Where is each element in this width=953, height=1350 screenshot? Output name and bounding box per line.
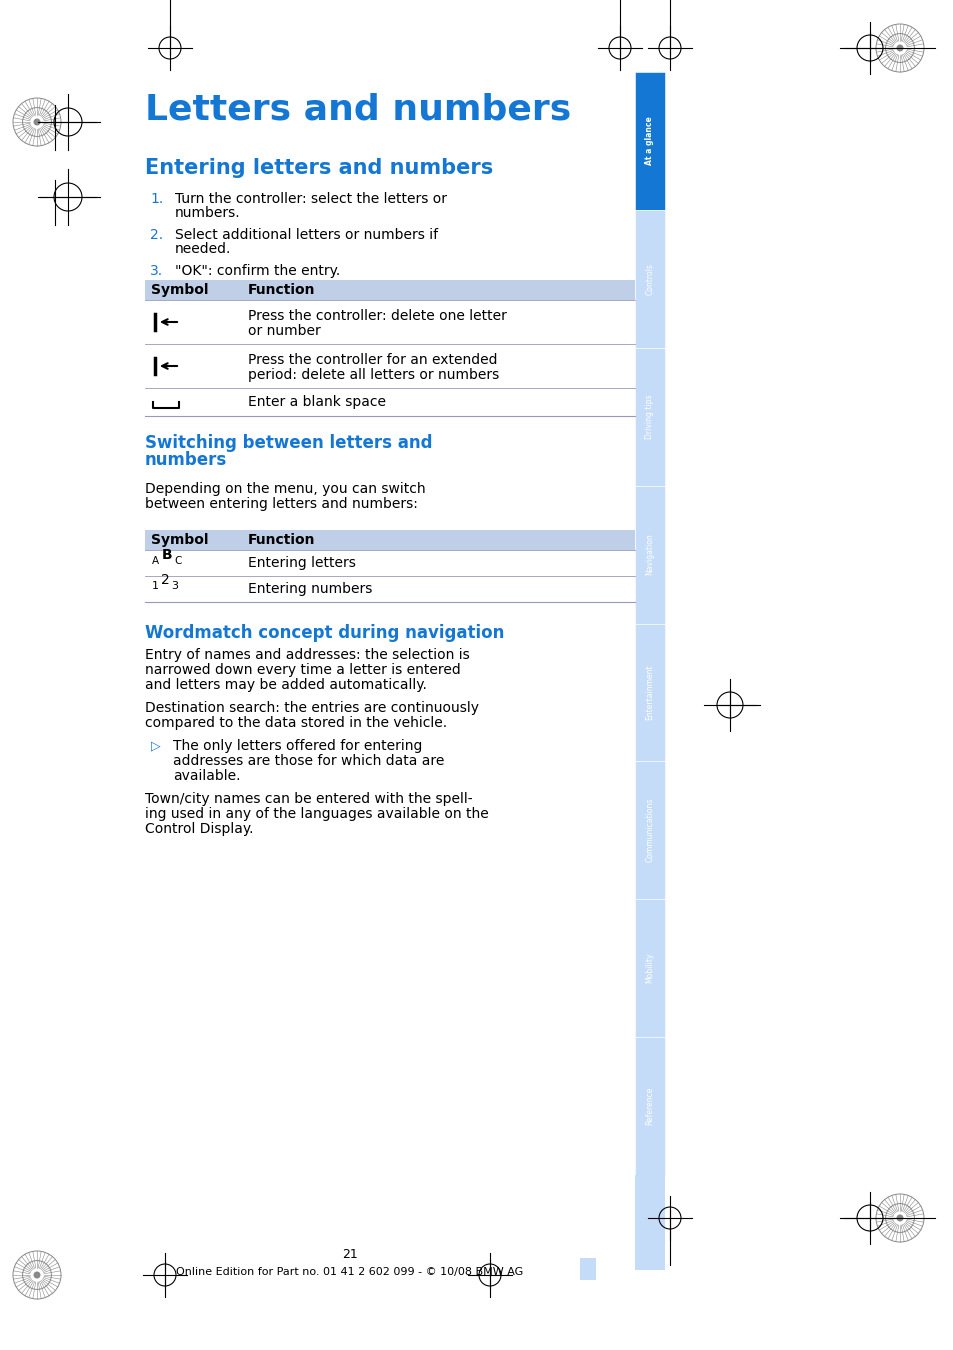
Text: Press the controller for an extended: Press the controller for an extended bbox=[248, 352, 497, 367]
Text: 3.: 3. bbox=[150, 265, 163, 278]
Text: between entering letters and numbers:: between entering letters and numbers: bbox=[145, 497, 417, 512]
Text: B: B bbox=[162, 548, 172, 562]
Text: Symbol: Symbol bbox=[151, 284, 209, 297]
Bar bbox=[635, 348, 664, 486]
Text: Turn the controller: select the letters or: Turn the controller: select the letters … bbox=[174, 192, 447, 207]
Text: narrowed down every time a letter is entered: narrowed down every time a letter is ent… bbox=[145, 663, 460, 676]
Text: Function: Function bbox=[248, 533, 315, 547]
Text: "OK": confirm the entry.: "OK": confirm the entry. bbox=[174, 265, 340, 278]
Circle shape bbox=[33, 1272, 40, 1278]
Text: Wordmatch concept during navigation: Wordmatch concept during navigation bbox=[145, 624, 504, 643]
Bar bbox=[145, 531, 635, 549]
Text: Select additional letters or numbers if: Select additional letters or numbers if bbox=[174, 228, 437, 242]
Text: At a glance: At a glance bbox=[645, 116, 654, 165]
Bar bbox=[635, 761, 664, 899]
Text: Entertainment: Entertainment bbox=[645, 664, 654, 721]
Text: period: delete all letters or numbers: period: delete all letters or numbers bbox=[248, 369, 498, 382]
Bar bbox=[635, 1037, 664, 1174]
Bar bbox=[145, 279, 635, 300]
Text: 2: 2 bbox=[161, 572, 170, 587]
Text: 3: 3 bbox=[171, 580, 178, 591]
Text: C: C bbox=[173, 556, 181, 566]
Bar bbox=[635, 624, 664, 761]
Text: Function: Function bbox=[248, 284, 315, 297]
Text: Destination search: the entries are continuously: Destination search: the entries are cont… bbox=[145, 701, 478, 716]
Text: Entering letters and numbers: Entering letters and numbers bbox=[145, 158, 493, 178]
Bar bbox=[635, 899, 664, 1037]
Text: Entry of names and addresses: the selection is: Entry of names and addresses: the select… bbox=[145, 648, 469, 662]
Text: available.: available. bbox=[172, 769, 240, 783]
Text: Mobility: Mobility bbox=[645, 953, 654, 983]
Text: Switching between letters and: Switching between letters and bbox=[145, 433, 432, 452]
Text: Entering numbers: Entering numbers bbox=[248, 582, 372, 595]
Text: Driving tips: Driving tips bbox=[645, 394, 654, 439]
Text: numbers: numbers bbox=[145, 451, 227, 468]
Text: and letters may be added automatically.: and letters may be added automatically. bbox=[145, 678, 426, 693]
Text: or number: or number bbox=[248, 324, 320, 338]
Circle shape bbox=[896, 45, 902, 51]
Text: Entering letters: Entering letters bbox=[248, 556, 355, 570]
Text: 2.: 2. bbox=[150, 228, 163, 242]
Text: 1: 1 bbox=[152, 580, 159, 591]
Text: Controls: Controls bbox=[645, 263, 654, 294]
Circle shape bbox=[896, 1215, 902, 1222]
Text: compared to the data stored in the vehicle.: compared to the data stored in the vehic… bbox=[145, 716, 447, 730]
Text: ing used in any of the languages available on the: ing used in any of the languages availab… bbox=[145, 807, 488, 821]
Text: needed.: needed. bbox=[174, 242, 232, 256]
Circle shape bbox=[33, 119, 40, 126]
Text: Letters and numbers: Letters and numbers bbox=[145, 92, 571, 126]
Text: A: A bbox=[152, 556, 159, 566]
Bar bbox=[635, 486, 664, 624]
Text: Online Edition for Part no. 01 41 2 602 099 - © 10/08 BMW AG: Online Edition for Part no. 01 41 2 602 … bbox=[176, 1268, 523, 1277]
Text: Press the controller: delete one letter: Press the controller: delete one letter bbox=[248, 309, 506, 323]
Bar bbox=[635, 72, 664, 209]
Text: ▷: ▷ bbox=[151, 738, 160, 752]
Text: Control Display.: Control Display. bbox=[145, 822, 253, 836]
Bar bbox=[579, 1258, 596, 1280]
Text: 1.: 1. bbox=[150, 192, 163, 207]
Text: Reference: Reference bbox=[645, 1087, 654, 1126]
Text: 21: 21 bbox=[342, 1249, 357, 1261]
Text: Depending on the menu, you can switch: Depending on the menu, you can switch bbox=[145, 482, 425, 495]
Text: The only letters offered for entering: The only letters offered for entering bbox=[172, 738, 422, 753]
Text: Navigation: Navigation bbox=[645, 533, 654, 575]
Text: numbers.: numbers. bbox=[174, 207, 240, 220]
Bar bbox=[635, 1174, 664, 1270]
Text: addresses are those for which data are: addresses are those for which data are bbox=[172, 755, 444, 768]
Text: Enter a blank space: Enter a blank space bbox=[248, 396, 386, 409]
Text: Communications: Communications bbox=[645, 798, 654, 863]
Text: Symbol: Symbol bbox=[151, 533, 209, 547]
Text: Town/city names can be entered with the spell-: Town/city names can be entered with the … bbox=[145, 792, 472, 806]
Bar bbox=[635, 209, 664, 348]
